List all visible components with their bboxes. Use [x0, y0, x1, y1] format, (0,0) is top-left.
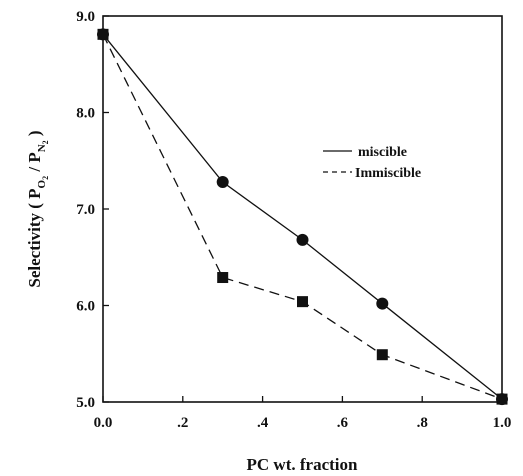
data-point-immiscible: [376, 349, 388, 361]
x-tick-label: 0.0: [94, 415, 113, 431]
ticks: 0.0 .2 .4 .6 .8 1.0 5.0 6.0 7.0 8.0 9.0: [76, 9, 511, 431]
y-tick-label: 8.0: [76, 106, 95, 122]
x-tick-label: .6: [337, 415, 349, 431]
data-point-immiscible: [217, 272, 229, 284]
data-point-immiscible: [97, 28, 109, 40]
data-point-miscible: [216, 175, 229, 188]
y-axis-title: Selectivity ( PO2 / PN2 ): [25, 130, 50, 287]
y-axis-title-sub2-sub: 2: [41, 140, 50, 144]
series-line-immiscible: [102, 34, 503, 400]
y-axis-title-sub1-sub: 2: [41, 176, 50, 180]
y-axis-title-suffix: ): [25, 130, 44, 140]
x-tick-label: .4: [257, 415, 269, 431]
x-axis-title: PC wt. fraction: [247, 455, 358, 474]
series-line-miscible: [102, 33, 503, 400]
x-tick-label: .2: [177, 415, 188, 431]
y-tick-label: 7.0: [76, 202, 95, 218]
legend: miscible Immiscible: [323, 145, 421, 181]
x-tick-label: .8: [417, 415, 428, 431]
plot-frame: [102, 15, 503, 403]
y-axis-title-prefix: Selectivity ( P: [25, 188, 44, 287]
legend-label-immiscible: Immiscible: [355, 166, 421, 181]
x-tick-label: 1.0: [493, 415, 512, 431]
y-axis-title-mid: / P: [25, 152, 44, 176]
y-tick-label: 9.0: [76, 9, 95, 25]
data-point-miscible: [296, 233, 309, 246]
y-axis-title-sub1: O: [36, 179, 48, 188]
y-tick-label: 5.0: [76, 395, 95, 411]
y-axis-title-sub2: N: [36, 144, 48, 152]
data-point-immiscible: [297, 296, 308, 308]
data-point-miscible: [376, 297, 389, 310]
y-tick-label: 6.0: [76, 299, 95, 315]
series-layer: [97, 28, 508, 406]
legend-label-miscible: miscible: [358, 145, 407, 160]
data-point-immiscible: [496, 393, 508, 405]
